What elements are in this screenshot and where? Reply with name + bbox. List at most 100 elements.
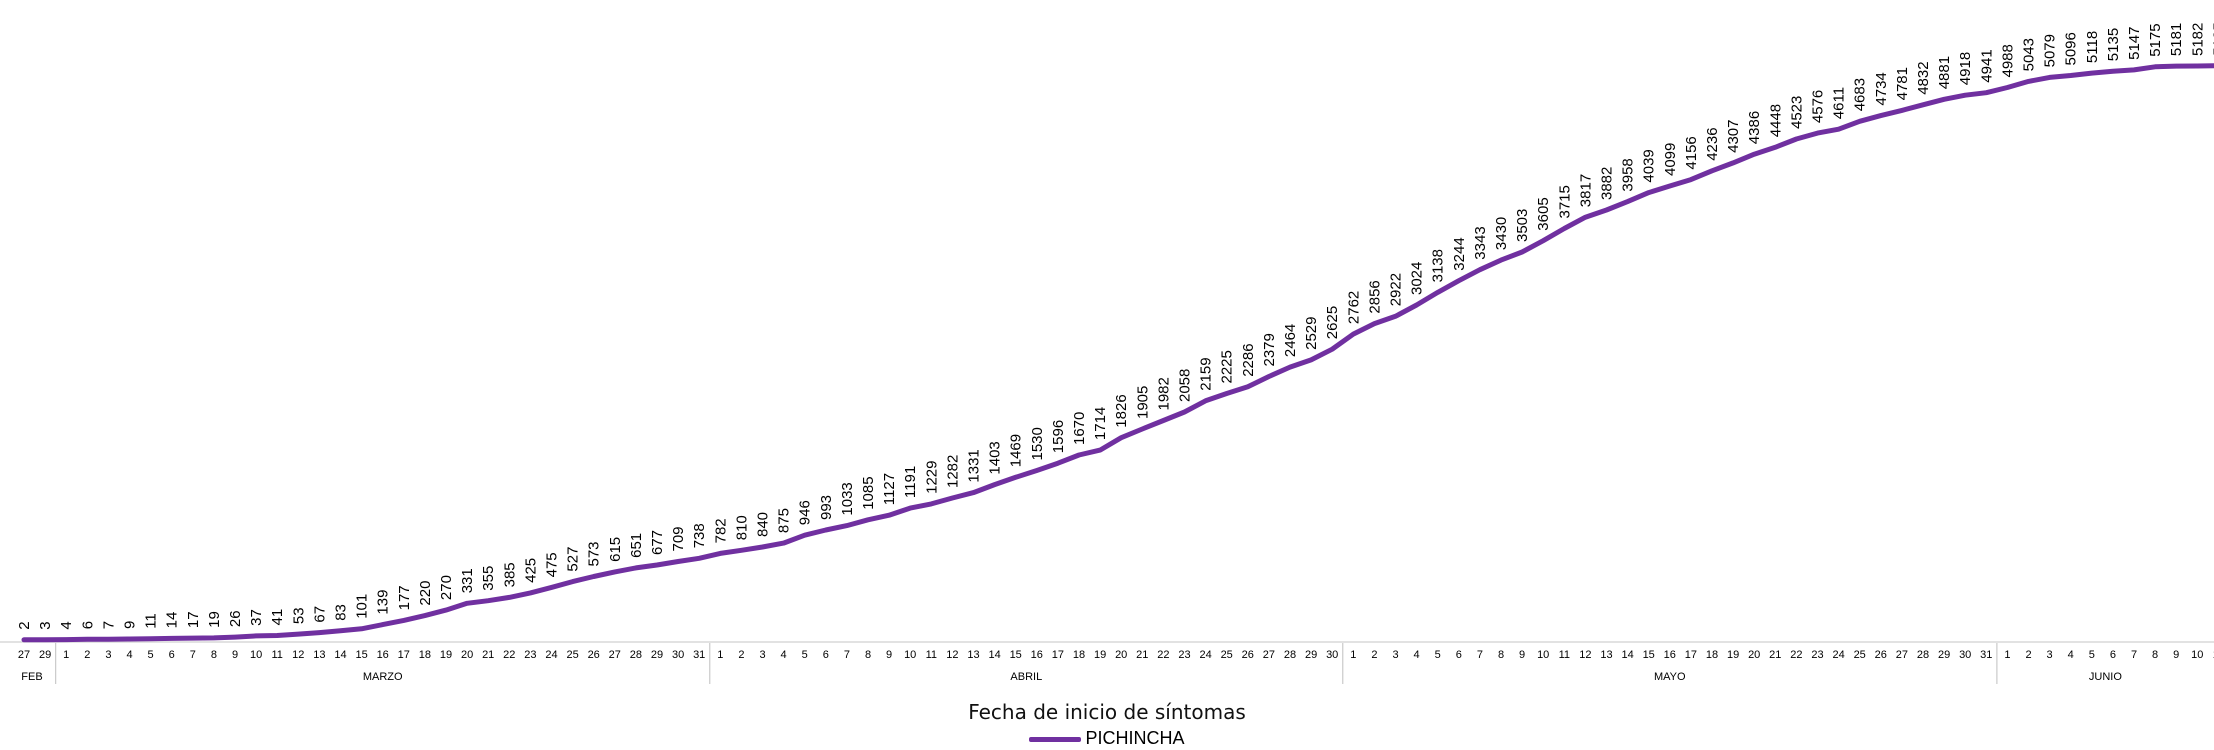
x-tick-label: 1 (1350, 649, 1356, 661)
x-tick-label: 8 (865, 649, 871, 661)
x-tick-label: 19 (1094, 649, 1106, 661)
month-label: MAYO (1654, 671, 1686, 683)
x-tick-label: 28 (1284, 649, 1296, 661)
data-label: 2762 (1345, 291, 1362, 324)
x-tick-label: 1 (63, 649, 69, 661)
x-tick-label: 5 (148, 649, 154, 661)
x-tick-label: 27 (1896, 649, 1908, 661)
data-label: 5147 (2126, 27, 2143, 60)
data-label: 26 (227, 610, 244, 627)
x-tick-label: 5 (2089, 649, 2095, 661)
x-tick-label: 2 (738, 649, 744, 661)
data-label: 1229 (923, 461, 940, 494)
data-label: 1670 (1071, 412, 1088, 445)
x-tick-label: 3 (105, 649, 111, 661)
x-tick-label: 21 (482, 649, 494, 661)
data-label: 1085 (860, 476, 877, 509)
data-label: 139 (375, 590, 392, 615)
data-label: 677 (649, 530, 666, 555)
data-label: 1982 (1155, 377, 1172, 410)
data-label: 651 (628, 533, 645, 558)
month-label: ABRIL (1010, 671, 1042, 683)
data-label: 1033 (839, 482, 856, 515)
data-label: 3430 (1493, 217, 1510, 250)
data-label: 1331 (966, 449, 983, 482)
data-label: 4918 (1957, 52, 1974, 85)
data-label: 4781 (1894, 67, 1911, 100)
data-label: 2856 (1366, 280, 1383, 313)
data-label: 1127 (881, 473, 898, 505)
x-tick-label: 2 (1371, 649, 1377, 661)
data-label: 3244 (1451, 237, 1468, 270)
data-label: 3882 (1599, 167, 1616, 200)
data-label: 5079 (2042, 34, 2059, 67)
data-label: 1403 (987, 441, 1004, 474)
data-label: 4576 (1810, 90, 1827, 123)
data-label: 4683 (1852, 78, 1869, 111)
data-label: 4832 (1915, 61, 1932, 94)
x-tick-label: 11 (926, 649, 937, 661)
data-label: 4099 (1662, 143, 1679, 176)
x-tick-label: 21 (1769, 649, 1781, 661)
data-label: 573 (586, 541, 603, 566)
data-label: 4734 (1873, 72, 1890, 105)
x-tick-label: 21 (1136, 649, 1148, 661)
x-tick-label: 15 (1010, 649, 1022, 661)
x-tick-label: 8 (1498, 649, 1504, 661)
data-label: 738 (691, 523, 708, 548)
data-label: 53 (290, 607, 307, 624)
x-tick-label: 20 (461, 649, 473, 661)
x-tick-label: 3 (759, 649, 765, 661)
x-tick-label: 5 (802, 649, 808, 661)
data-label: 709 (670, 526, 687, 551)
data-label: 993 (818, 495, 835, 520)
data-label: 5043 (2021, 38, 2038, 71)
x-tick-label: 7 (190, 649, 196, 661)
data-label: 4448 (1767, 104, 1784, 137)
x-tick-label: 24 (545, 649, 557, 661)
month-label: FEB (21, 671, 42, 683)
data-label: 4611 (1831, 87, 1848, 119)
data-label: 1282 (944, 455, 961, 488)
x-tick-label: 23 (1178, 649, 1190, 661)
data-label: 2159 (1198, 357, 1215, 390)
x-tick-label: 18 (1073, 649, 1085, 661)
data-label: 3605 (1535, 197, 1552, 230)
x-tick-label: 18 (1706, 649, 1718, 661)
x-tick-label: 16 (1031, 649, 1043, 661)
data-label: 5185 (2210, 22, 2214, 55)
x-tick-label: 14 (988, 649, 1000, 661)
x-tick-label: 9 (2173, 649, 2179, 661)
data-label: 4941 (1978, 49, 1995, 82)
x-tick-label: 23 (524, 649, 536, 661)
x-tick-label: 4 (126, 649, 132, 661)
series-line-pichincha (21, 63, 2214, 643)
x-tick-label: 10 (904, 649, 916, 661)
x-tick-label: 6 (2110, 649, 2116, 661)
data-label: 840 (755, 512, 772, 537)
data-label: 425 (522, 558, 539, 583)
x-tick-label: 19 (440, 649, 452, 661)
x-tick-label: 9 (886, 649, 892, 661)
x-tick-label: 10 (1537, 649, 1549, 661)
data-label: 37 (248, 609, 265, 626)
data-label: 2058 (1177, 369, 1194, 402)
x-tick-label: 27 (609, 649, 621, 661)
x-tick-label: 12 (1579, 649, 1591, 661)
data-label: 4881 (1936, 56, 1953, 89)
data-label: 5096 (2063, 32, 2080, 65)
x-tick-label: 7 (844, 649, 850, 661)
x-tick-label: 27 (1263, 649, 1275, 661)
data-label: 5175 (2147, 23, 2164, 56)
data-label: 810 (733, 515, 750, 540)
legend: PICHINCHA (0, 728, 2214, 749)
month-label: JUNIO (2089, 671, 2122, 683)
data-label: 67 (311, 606, 328, 623)
x-tick-label: 30 (1959, 649, 1971, 661)
data-label: 5181 (2168, 23, 2185, 56)
x-tick-label: 31 (693, 649, 705, 661)
x-tick-label: 16 (1664, 649, 1676, 661)
x-tick-label: 9 (1519, 649, 1525, 661)
data-label: 355 (480, 566, 497, 591)
data-label: 1826 (1113, 394, 1130, 427)
